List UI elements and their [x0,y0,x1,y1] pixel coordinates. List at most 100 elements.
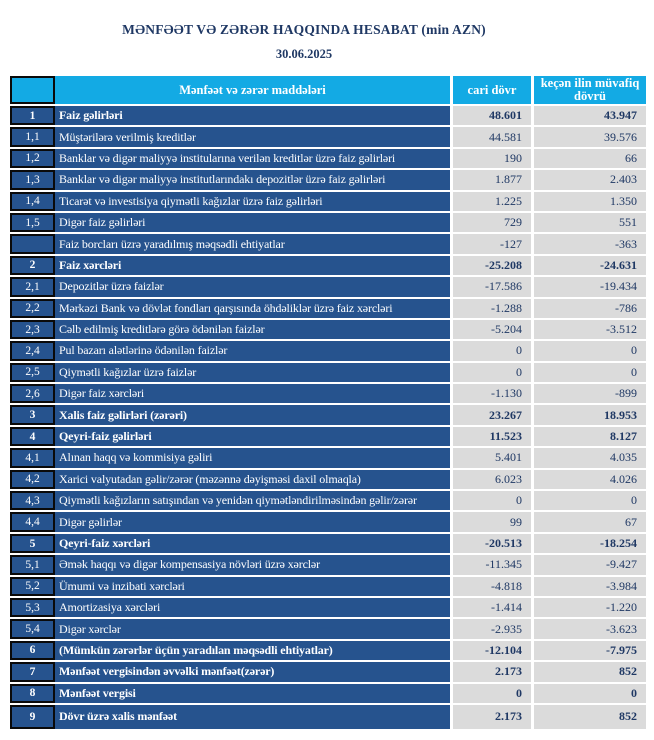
previous-value-cell: 43.947 [534,106,646,126]
row-number-cell: 1,4 [10,191,55,211]
current-value-cell: 44.581 [453,127,531,147]
row-label-cell: Faiz xərcləri [55,255,450,276]
current-value-cell: 0 [453,491,531,511]
header-items-cell: Mənfəət və zərər maddələri [55,76,450,104]
table-row: 4,1 Alınan haqq və kommisiya gəliri 5.401 4… [10,448,646,468]
current-value-cell: -11.345 [453,555,531,575]
previous-value-cell: 0 [534,491,646,511]
row-number-cell: 4 [10,426,55,447]
current-value-cell: -12.104 [453,640,531,661]
table-row: 1,3 Banklar və digər maliyyə institutları… [10,170,646,190]
row-label-cell: Faiz borcları üzrə yaradılmış məqsədli e… [55,234,450,254]
previous-value-cell: 0 [534,341,646,361]
header-previous-period-cell: keçən ilin müvafiq dövrü [534,76,646,104]
previous-value-cell: -24.631 [534,255,646,276]
table-body: 1 Faiz gəlirləri 48.601 43.947 1,1 Müştərilər… [10,106,646,729]
report-title: MƏNFƏƏT VƏ ZƏRƏR HAQQINDA HESABAT (min A… [122,22,486,37]
row-label-cell: Mənfəət vergisi [55,683,450,703]
row-label-cell: Müştərilərə verilmiş kreditlər [55,127,450,147]
table-row: 8 Mənfəət vergisi 0 0 [10,683,646,703]
current-value-cell: 0 [453,683,531,703]
current-value-cell: -1.414 [453,597,531,618]
current-value-cell: 11.523 [453,426,531,447]
previous-value-cell: -9.427 [534,555,646,575]
previous-value-cell: 67 [534,512,646,532]
current-value-cell: 48.601 [453,106,531,126]
row-number-cell: 2,1 [10,277,55,297]
pnl-table: Mənfəət və zərər maddələri cari dövr keç… [10,76,646,731]
previous-value-cell: 0 [534,683,646,703]
current-value-cell: 6.023 [453,469,531,490]
row-number-cell: 1,3 [10,170,55,190]
previous-value-cell: 4.026 [534,469,646,490]
table-row: 5,4 Digər xərclər -2.935 -3.623 [10,619,646,639]
current-value-cell: -5.204 [453,319,531,340]
row-number-cell: 2 [10,255,55,276]
previous-value-cell: 0 [534,362,646,383]
previous-value-cell: 18.953 [534,405,646,425]
table-row: 1,2 Banklar və digər maliyyə instituların… [10,148,646,169]
report-date: 30.06.2025 [275,47,333,61]
current-value-cell: -127 [453,234,531,254]
row-number-cell: 7 [10,662,55,682]
current-value-cell: 23.267 [453,405,531,425]
current-value-cell: 190 [453,148,531,169]
row-label-cell: Digər faiz xərcləri [55,384,450,404]
header-number-cell [10,76,55,104]
current-value-cell: -4.818 [453,576,531,596]
table-row: 2,4 Pul bazarı alətlərinə ödənilən faizlə… [10,341,646,361]
current-value-cell: 0 [453,362,531,383]
current-value-cell: -20.513 [453,533,531,554]
table-row: 9 Dövr üzrə xalis mənfəət 2.173 852 [10,704,646,729]
row-number-cell: 1,2 [10,148,55,169]
previous-value-cell: 8.127 [534,426,646,447]
previous-value-cell: 39.576 [534,127,646,147]
row-number-cell: 3 [10,405,55,425]
previous-value-cell: 551 [534,212,646,233]
row-label-cell: (Mümkün zərərlər üçün yaradılan məqsədli… [55,640,450,661]
table-row: 4,4 Digər gəlirlər 99 67 [10,512,646,532]
row-label-cell: Cəlb edilmiş kreditlərə görə ödənilən fa… [55,319,450,340]
current-value-cell: -25.208 [453,255,531,276]
previous-value-cell: -3.512 [534,319,646,340]
row-number-cell: 6 [10,640,55,661]
row-label-cell: Pul bazarı alətlərinə ödənilən faizlər [55,341,450,361]
table-row: 2,6 Digər faiz xərcləri -1.130 -899 [10,384,646,404]
row-number-cell: 5,3 [10,597,55,618]
table-row: 2,3 Cəlb edilmiş kreditlərə görə ödənilən… [10,319,646,340]
row-label-cell: Banklar və digər maliyyə institutlarında… [55,170,450,190]
row-number-cell: 4,2 [10,469,55,490]
table-row: 1,5 Digər faiz gəlirləri 729 551 [10,212,646,233]
previous-value-cell: 2.403 [534,170,646,190]
table-row: Faiz borcları üzrə yaradılmış məqsədli e… [10,234,646,254]
previous-value-cell: -1.220 [534,597,646,618]
table-row: 5 Qeyri-faiz xərcləri -20.513 -18.254 [10,533,646,554]
previous-value-cell: -786 [534,298,646,318]
row-number-cell: 1,1 [10,127,55,147]
row-number-cell: 9 [10,704,55,729]
current-value-cell: 0 [453,341,531,361]
row-label-cell: Faiz gəlirləri [55,106,450,126]
row-number-cell: 4,1 [10,448,55,468]
row-number-cell: 2,5 [10,362,55,383]
table-row: 1,4 Ticarət və investisiya qiymətli kağız… [10,191,646,211]
previous-value-cell: 852 [534,704,646,729]
row-label-cell: Xalis faiz gəlirləri (zərəri) [55,405,450,425]
current-value-cell: 1.225 [453,191,531,211]
row-label-cell: Mənfəət vergisindən əvvəlki mənfəət(zərə… [55,662,450,682]
table-row: 5,3 Amortizasiya xərcləri -1.414 -1.220 [10,597,646,618]
current-value-cell: -17.586 [453,277,531,297]
previous-value-cell: 852 [534,662,646,682]
row-label-cell: Alınan haqq və kommisiya gəliri [55,448,450,468]
previous-value-cell: -19.434 [534,277,646,297]
row-label-cell: Digər xərclər [55,619,450,639]
current-value-cell: 1.877 [453,170,531,190]
previous-value-cell: -363 [534,234,646,254]
table-row: 6 (Mümkün zərərlər üçün yaradılan məqsədl… [10,640,646,661]
table-row: 4 Qeyri-faiz gəlirləri 11.523 8.127 [10,426,646,447]
table-row: 2,5 Qiymətli kağızlar üzrə faizlər 0 0 [10,362,646,383]
previous-value-cell: -7.975 [534,640,646,661]
row-number-cell: 5,4 [10,619,55,639]
row-label-cell: Ticarət və investisiya qiymətli kağızlar… [55,191,450,211]
row-label-cell: Digər faiz gəlirləri [55,212,450,233]
